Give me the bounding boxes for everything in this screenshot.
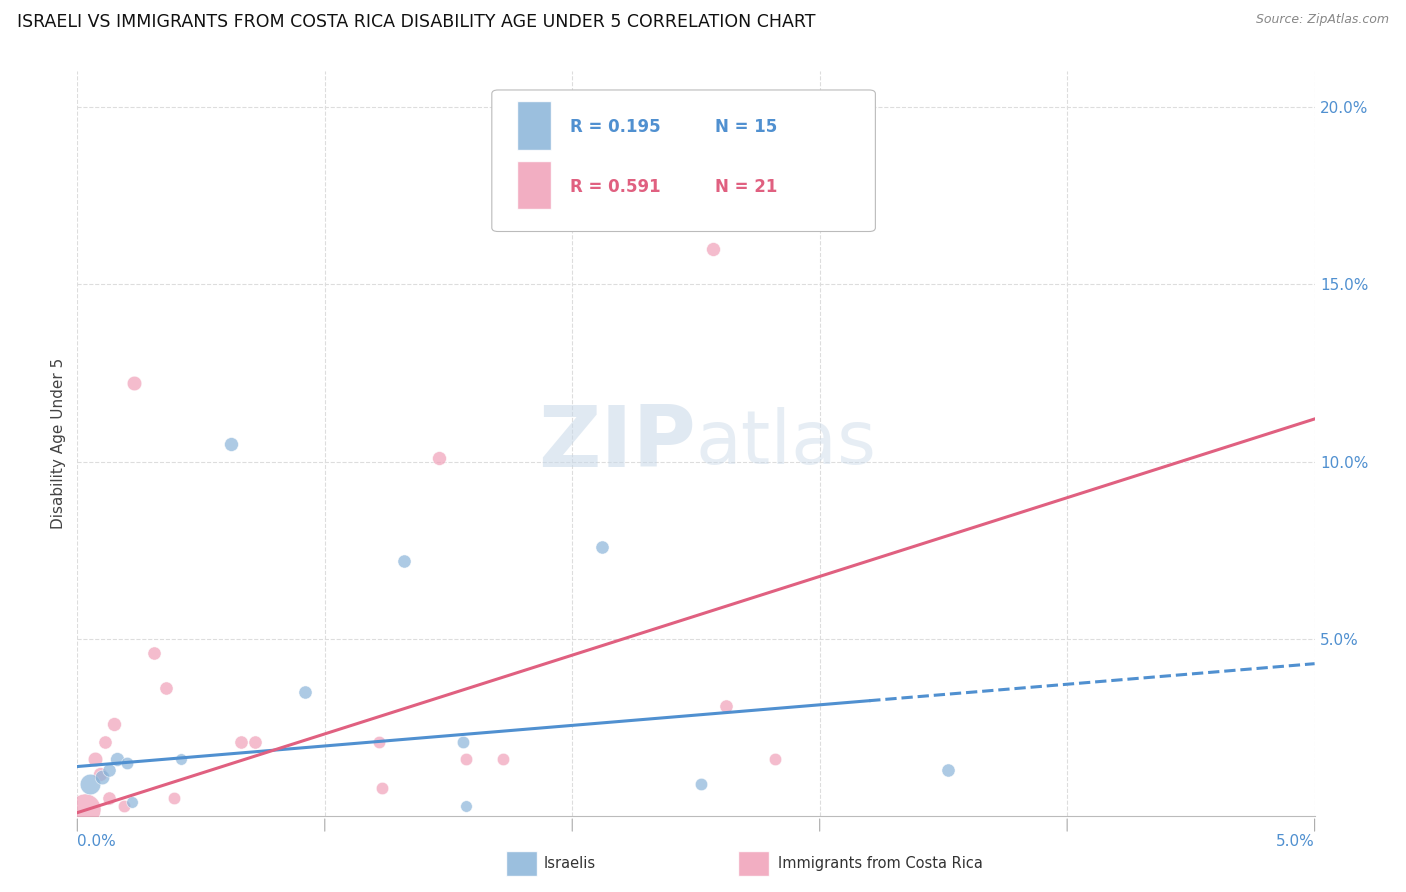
Point	[105, 752, 128, 766]
Text: 0.0%: 0.0%	[77, 834, 117, 849]
Text: ZIP: ZIP	[538, 402, 696, 485]
Point	[91, 770, 114, 784]
Point	[763, 752, 786, 766]
Point	[591, 540, 613, 554]
Text: R = 0.195: R = 0.195	[569, 119, 661, 136]
Point	[98, 791, 121, 805]
Point	[245, 735, 267, 749]
Point	[83, 752, 105, 766]
Point	[453, 735, 475, 749]
Point	[121, 795, 143, 809]
Point	[370, 780, 392, 795]
Text: R = 0.591: R = 0.591	[569, 178, 661, 196]
Text: atlas: atlas	[696, 408, 877, 480]
Point	[155, 681, 177, 696]
FancyBboxPatch shape	[516, 161, 551, 209]
Point	[98, 763, 121, 777]
Point	[229, 735, 252, 749]
Text: N = 21: N = 21	[714, 178, 778, 196]
Point	[219, 437, 242, 451]
Point	[492, 752, 515, 766]
Point	[938, 763, 960, 777]
Text: Israelis: Israelis	[544, 856, 596, 871]
Point	[163, 791, 186, 805]
Text: Immigrants from Costa Rica: Immigrants from Costa Rica	[778, 856, 983, 871]
Point	[427, 450, 450, 465]
Point	[115, 756, 138, 770]
FancyBboxPatch shape	[492, 90, 876, 232]
Point	[79, 777, 101, 791]
Point	[103, 717, 125, 731]
Point	[454, 798, 477, 813]
Point	[170, 752, 193, 766]
Point	[690, 777, 713, 791]
Point	[368, 735, 391, 749]
Point	[714, 699, 737, 714]
Y-axis label: Disability Age Under 5: Disability Age Under 5	[51, 359, 66, 529]
Text: N = 15: N = 15	[714, 119, 776, 136]
Point	[112, 798, 135, 813]
Point	[93, 735, 115, 749]
Point	[454, 752, 477, 766]
Text: Source: ZipAtlas.com: Source: ZipAtlas.com	[1256, 13, 1389, 27]
Point	[392, 554, 415, 568]
Point	[122, 376, 145, 391]
Point	[89, 766, 111, 780]
Point	[73, 802, 96, 816]
Text: ISRAELI VS IMMIGRANTS FROM COSTA RICA DISABILITY AGE UNDER 5 CORRELATION CHART: ISRAELI VS IMMIGRANTS FROM COSTA RICA DI…	[17, 13, 815, 31]
FancyBboxPatch shape	[516, 101, 551, 150]
Point	[143, 646, 166, 660]
Point	[702, 242, 724, 256]
Point	[294, 685, 316, 699]
Text: 5.0%: 5.0%	[1275, 834, 1315, 849]
